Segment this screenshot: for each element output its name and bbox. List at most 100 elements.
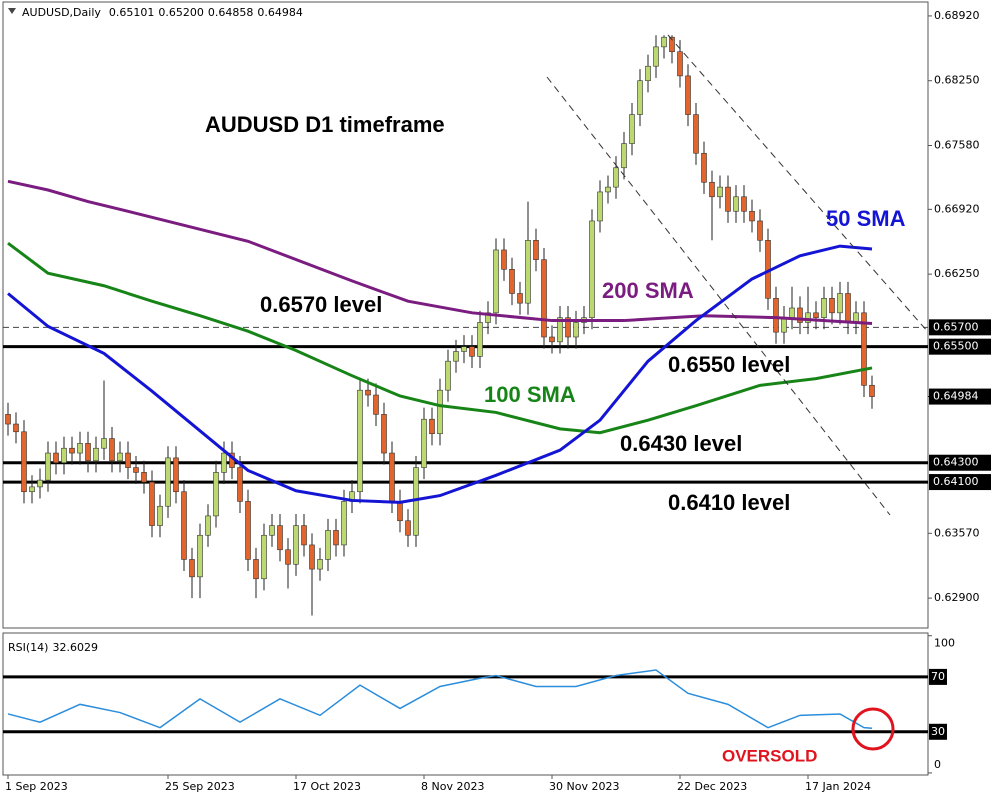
- candle-body: [677, 51, 683, 77]
- level-label: 0.65500: [933, 340, 979, 353]
- rsi-value: 32.6029: [52, 641, 98, 654]
- candle-body: [309, 544, 315, 570]
- price-panel: [2, 1, 929, 629]
- y-tick-label: 0.67580: [934, 139, 980, 152]
- candle-body: [605, 186, 611, 193]
- candle-body: [445, 360, 451, 391]
- candle-body: [709, 181, 715, 198]
- rsi-header: RSI(14) 32.6029: [8, 641, 98, 654]
- rsi-level-box: [929, 723, 947, 740]
- candle-body: [117, 452, 123, 462]
- symbol: AUDUSD,Daily: [22, 6, 101, 19]
- candle-body: [477, 322, 483, 357]
- candle-body: [341, 501, 347, 546]
- candle-body: [173, 457, 179, 493]
- level-annotation: 0.6410 level: [668, 490, 790, 515]
- channel-line: [667, 34, 929, 333]
- low: 0.64858: [208, 6, 254, 19]
- open: 0.65101: [109, 6, 155, 19]
- candle-body: [197, 534, 203, 578]
- candle-body: [805, 312, 811, 323]
- candle-body: [669, 36, 675, 53]
- candle-body: [533, 239, 539, 260]
- x-tick-label: 1 Sep 2023: [5, 780, 68, 793]
- candle-body: [829, 298, 835, 314]
- candle-body: [645, 65, 651, 82]
- candle-body: [717, 186, 723, 198]
- candle-body: [45, 452, 51, 481]
- candle-body: [165, 457, 171, 507]
- candle-body: [869, 384, 875, 397]
- candle-body: [517, 293, 523, 304]
- x-tick-label: 8 Nov 2023: [421, 780, 484, 793]
- candle-body: [29, 486, 35, 493]
- candle-body: [269, 525, 275, 536]
- sma-label: 50 SMA: [826, 206, 906, 231]
- candle-body: [317, 559, 323, 570]
- candle-body: [141, 472, 147, 483]
- candle-body: [157, 505, 163, 526]
- x-tick-label: 17 Jan 2024: [805, 780, 871, 793]
- candle-body: [53, 452, 59, 464]
- candle-body: [245, 501, 251, 560]
- candle-body: [493, 249, 499, 314]
- candle-body: [757, 220, 763, 241]
- candle-body: [589, 220, 595, 318]
- candle-body: [621, 143, 627, 169]
- candle-body: [381, 414, 387, 454]
- rsi-tick-label: 100: [934, 637, 955, 650]
- y-tick-label: 0.66250: [934, 267, 980, 280]
- candle-body: [373, 394, 379, 415]
- sma-line: [7, 244, 873, 504]
- candle-body: [597, 191, 603, 222]
- x-tick-label: 17 Oct 2023: [293, 780, 361, 793]
- candle-body: [221, 452, 227, 473]
- rsi-level-label: 70: [931, 670, 945, 683]
- candle-body: [773, 298, 779, 333]
- candle-body: [781, 317, 787, 333]
- level-box: [929, 319, 991, 336]
- title-annotation: AUDUSD D1 timeframe: [205, 112, 445, 137]
- candle-body: [653, 46, 659, 67]
- level-annotation: 0.6550 level: [668, 352, 790, 377]
- candle-body: [293, 525, 299, 565]
- level-box: [929, 474, 991, 491]
- candle-body: [61, 447, 67, 464]
- last-price-label: 0.64984: [933, 390, 979, 403]
- candle-body: [813, 312, 819, 318]
- price-layer: 0.68920 0.68250 0.67580 0.66920 0.66250 0.635…: [3, 9, 991, 793]
- level-label: 0.65700: [933, 320, 979, 333]
- candle-body: [301, 525, 307, 546]
- candle-body: [253, 559, 259, 580]
- candle-body: [13, 423, 19, 433]
- header: AUDUSD,Daily 0.65101 0.65200 0.64858 0.64984: [22, 6, 303, 19]
- candle-body: [429, 418, 435, 435]
- candle-body: [637, 80, 643, 115]
- candle-body: [277, 525, 283, 551]
- x-tick-label: 25 Sep 2023: [165, 780, 235, 793]
- y-tick-label: 0.63570: [934, 526, 980, 539]
- candle-body: [5, 414, 11, 425]
- candle-body: [205, 515, 211, 536]
- candle-body: [821, 298, 827, 318]
- level-annotation: 0.6430 level: [620, 431, 742, 456]
- candle-body: [397, 501, 403, 522]
- candle-body: [189, 559, 195, 578]
- candle-body: [285, 549, 291, 565]
- candle-body: [749, 210, 755, 222]
- candle-body: [453, 351, 459, 362]
- rsi-tick-label: 0: [934, 758, 941, 771]
- y-tick-label: 0.68920: [934, 9, 980, 22]
- candle-body: [461, 346, 467, 352]
- candle-body: [565, 317, 571, 338]
- candle-body: [21, 431, 27, 493]
- candle-body: [125, 452, 131, 468]
- sma-line: [7, 241, 873, 435]
- candle-body: [613, 167, 619, 188]
- oversold-label: OVERSOLD: [722, 746, 817, 765]
- y-tick-label: 0.68250: [934, 74, 980, 87]
- candle-body: [861, 312, 867, 386]
- x-tick-label: 30 Nov 2023: [549, 780, 619, 793]
- candle-body: [549, 336, 555, 343]
- candle-body: [37, 479, 43, 488]
